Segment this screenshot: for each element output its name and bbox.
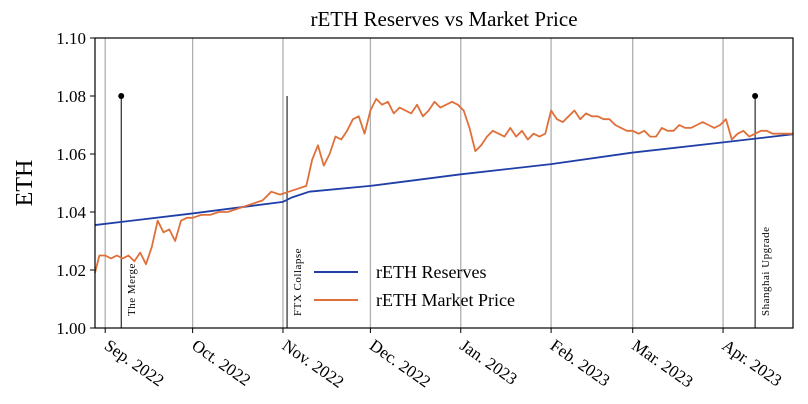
x-tick-label: Apr. 2023 (719, 336, 786, 391)
event-marker (118, 93, 125, 99)
y-tick-label: 1.00 (56, 319, 86, 338)
event-label: The Merge (126, 263, 138, 316)
x-tick-label: Dec. 2022 (366, 336, 434, 392)
event-label: FTX Collapse (292, 248, 304, 316)
y-tick-label: 1.06 (56, 145, 86, 164)
legend-label: rETH Reserves (376, 262, 486, 282)
x-tick-label: Mar. 2023 (628, 336, 696, 392)
legend-label: rETH Market Price (376, 290, 515, 310)
y-tick-label: 1.04 (56, 203, 86, 222)
x-tick-label: Feb. 2023 (547, 336, 614, 391)
x-tick-label: Sep. 2022 (101, 336, 168, 391)
plot-frame (94, 37, 794, 329)
x-tick-label: Jan. 2023 (456, 336, 520, 389)
x-tick-label: Nov. 2022 (279, 336, 348, 392)
y-axis-label: ETH (12, 160, 38, 207)
y-tick-label: 1.10 (56, 29, 86, 48)
y-tick-label: 1.08 (56, 87, 86, 106)
series-line (94, 133, 794, 226)
event-marker (752, 93, 759, 99)
event-label: Shanghai Upgrade (760, 226, 772, 316)
series-line (94, 98, 793, 274)
x-tick-label: Oct. 2022 (188, 336, 254, 390)
chart-title: rETH Reserves vs Market Price (310, 7, 577, 31)
y-tick-label: 1.02 (56, 261, 86, 280)
